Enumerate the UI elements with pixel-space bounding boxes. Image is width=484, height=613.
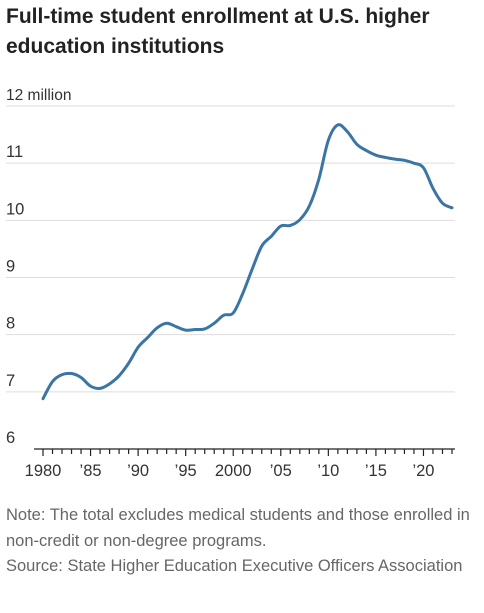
enrollment-series-line xyxy=(41,123,454,401)
y-tick-label-12: 12 million xyxy=(6,87,71,104)
data-point-2001 xyxy=(241,292,244,295)
data-point-2012 xyxy=(346,130,349,133)
data-point-1987 xyxy=(108,382,111,385)
data-point-2014 xyxy=(365,149,368,152)
y-tick-label-7: 7 xyxy=(6,372,15,390)
data-point-1993 xyxy=(165,322,168,325)
y-tick-label-11: 11 xyxy=(6,143,23,161)
y-tick-label-8: 8 xyxy=(6,315,15,333)
x-tick-label-2015: ’15 xyxy=(365,462,387,480)
data-point-2004 xyxy=(270,235,273,238)
data-point-1998 xyxy=(213,322,216,325)
y-tick-label-9: 9 xyxy=(6,258,15,276)
data-point-2005 xyxy=(279,225,282,228)
data-point-1992 xyxy=(156,326,159,329)
data-point-2023 xyxy=(451,206,454,209)
data-point-1990 xyxy=(137,346,140,349)
x-tick-label-2010: ’10 xyxy=(317,462,339,480)
x-tick-label-1990: ’90 xyxy=(127,462,149,480)
data-point-2009 xyxy=(317,178,320,181)
data-point-1981 xyxy=(51,380,54,383)
data-point-2007 xyxy=(298,218,301,221)
x-tick-label-1995: ’95 xyxy=(175,462,197,480)
y-tick-label-10: 10 xyxy=(6,200,24,218)
gridlines xyxy=(6,105,455,393)
data-point-1999 xyxy=(222,314,225,317)
data-point-2021 xyxy=(431,187,434,190)
x-tick-label-1980: 1980 xyxy=(25,462,62,480)
source-text: Source: State Higher Education Executive… xyxy=(6,557,463,575)
data-point-2011 xyxy=(336,123,339,126)
data-point-2010 xyxy=(327,139,330,142)
data-point-2020 xyxy=(422,166,425,169)
data-point-2022 xyxy=(441,202,444,205)
data-point-2013 xyxy=(355,143,358,146)
data-point-2015 xyxy=(374,154,377,157)
y-tick-label-6: 6 xyxy=(6,429,15,447)
data-point-1985 xyxy=(89,385,92,388)
x-tick-label-1985: ’85 xyxy=(80,462,102,480)
data-point-1991 xyxy=(146,336,149,339)
data-point-2019 xyxy=(412,162,415,165)
data-point-1983 xyxy=(70,372,73,375)
data-point-2017 xyxy=(393,158,396,161)
data-point-1980 xyxy=(42,397,45,400)
data-point-1989 xyxy=(127,362,130,365)
data-point-1988 xyxy=(118,374,121,377)
data-point-2002 xyxy=(251,267,254,270)
x-tick-label-2005: ’05 xyxy=(270,462,292,480)
data-point-1995 xyxy=(184,329,187,332)
chart-title: Full-time student enrollment at U.S. hig… xyxy=(6,5,430,58)
x-axis xyxy=(34,448,455,456)
data-point-2008 xyxy=(308,205,311,208)
x-tick-label-2020: ’20 xyxy=(412,462,434,480)
note-text: Note: The total excludes medical student… xyxy=(6,506,470,550)
data-point-1984 xyxy=(80,376,83,379)
data-point-2016 xyxy=(384,156,387,159)
data-point-2003 xyxy=(260,245,263,248)
x-axis-tick-labels: 1980 ’85 ’90 ’95 2000 ’05 ’10 ’15 ’20 xyxy=(25,462,435,480)
series-layer xyxy=(41,123,454,401)
data-point-1994 xyxy=(175,325,178,328)
footnote: Note: The total excludes medical student… xyxy=(6,503,476,580)
data-point-2006 xyxy=(289,224,292,227)
data-point-1996 xyxy=(194,328,197,331)
enrollment-line-chart: 12 million 11 10 9 8 7 6 1980 ’85 ’90 ’95 2000 ’05 ’… xyxy=(6,87,455,480)
x-tick-label-2000: 2000 xyxy=(215,462,252,480)
data-point-2018 xyxy=(403,159,406,162)
data-point-1982 xyxy=(61,373,64,376)
data-point-2000 xyxy=(232,311,235,314)
data-point-1997 xyxy=(203,327,206,330)
y-axis-tick-labels: 12 million 11 10 9 8 7 6 xyxy=(6,87,71,447)
data-point-1986 xyxy=(99,387,102,390)
